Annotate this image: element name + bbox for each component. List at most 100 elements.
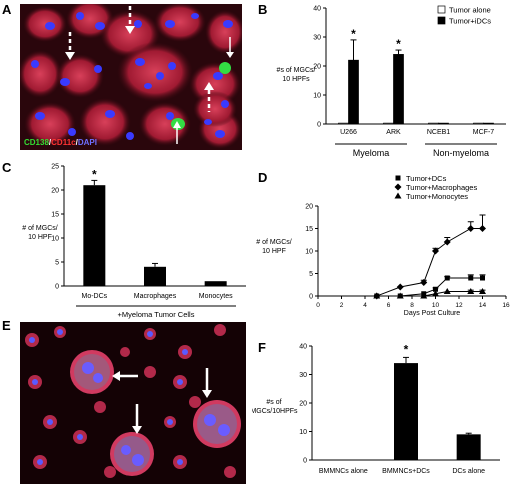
chart-d-x-tick-label: 14 (479, 302, 487, 309)
chart-d-series-line (376, 277, 483, 297)
chart-f-bar (394, 363, 418, 460)
stain-dapi: DAPI (77, 138, 97, 147)
chart-c-y-tick-label: 15 (51, 212, 59, 219)
chart-b-y-tick-label: 0 (317, 122, 321, 129)
chart-c-y-tick-label: 5 (55, 260, 59, 267)
chart-d-x-tick-label: 2 (340, 302, 344, 309)
chart-f-x-tick-label: DCs alone (452, 468, 485, 475)
ylabel-line: 10 HPF (262, 248, 286, 255)
chart-f-x-tick-label: BMMNCs+DCs (382, 468, 430, 475)
panel-letter-d: D (258, 170, 268, 185)
chart-d-x-tick-label: 8 (410, 302, 414, 309)
chart-b-legend-swatch (437, 16, 446, 25)
ylabel-line: #s of (266, 399, 281, 406)
chart-d-legend-marker (395, 175, 401, 181)
chart-f-y-tick-label: 40 (299, 344, 307, 351)
chart-b-legend-label: Tumor+iDCs (449, 17, 491, 26)
micrograph-a-image (20, 4, 242, 150)
chart-d-point (373, 292, 381, 299)
chart-c-x-tick-label: Monocytes (199, 293, 233, 300)
chart-b-ylabel-line1: #s of MGCs/10 HPFs (277, 67, 316, 83)
stain-sep-1: / (48, 138, 52, 147)
ylabel-line: MGCs/10HPFs (252, 408, 298, 415)
chart-d-legend-label: Tumor+Monocytes (406, 192, 468, 201)
chart-c-bar (204, 281, 227, 286)
chart-c-x-tick-label: Mo-DCs (81, 293, 107, 300)
chart-d-point (432, 290, 439, 297)
stain-legend: CD138/CD11c/DAPI (24, 138, 97, 147)
chart-c: # of MGCs/10 HPF 0 5 10 15 20 25 * Mo-DCs Macro… (22, 164, 246, 319)
chart-b-significance: * (396, 37, 401, 51)
chart-d-x-tick-label: 4 (363, 302, 367, 309)
chart-b-bar (428, 122, 439, 125)
chart-f-significance: * (404, 342, 409, 356)
chart-d-x-tick-label: 0 (316, 302, 320, 309)
ylabel-line: 10 HPF (28, 234, 52, 241)
chart-d-point (396, 283, 404, 291)
chart-c-y-tick-label: 25 (51, 164, 59, 171)
chart-f-y-tick-label: 0 (303, 458, 307, 465)
chart-d-series-line (376, 291, 483, 297)
chart-f-y-tick-label: 20 (299, 401, 307, 408)
chart-f-y-tick-label: 10 (299, 429, 307, 436)
chart-d-point (420, 279, 428, 286)
chart-b-legend-label: Tumor alone (449, 6, 491, 15)
chart-c-bar (144, 266, 166, 286)
chart-b-y-tick-label: 40 (313, 6, 321, 13)
chart-b-y-tick-label: 10 (313, 93, 321, 100)
chart-d-legend-label: Tumor+Macrophages (406, 183, 477, 192)
ylabel-line: 10 HPFs (282, 76, 310, 83)
chart-b-bar (338, 122, 349, 125)
chart-b-x-tick-label: U266 (340, 129, 357, 136)
chart-c-ylabel: # of MGCs/10 HPF (22, 225, 57, 241)
micrograph-e-image (20, 322, 246, 484)
chart-d: # of MGCs/10 HPF Days Post Culture 0 5 10 1… (256, 174, 510, 317)
chart-d-x-tick-label: 12 (455, 302, 463, 309)
chart-b: #s of MGCs/10 HPFs 0 10 20 30 40 * U266 * ARK NC… (277, 5, 506, 158)
chart-c-x-tick-label: Macrophages (134, 293, 177, 300)
chart-b-significance: * (351, 27, 356, 41)
chart-b-y-tick-label: 30 (313, 35, 321, 42)
stain-cd11c: CD11c (51, 138, 76, 147)
chart-d-xlabel: Days Post Culture (404, 310, 461, 317)
chart-b-bar (383, 122, 394, 125)
chart-d-y-tick-label: 0 (309, 294, 313, 301)
panel-letter-c: C (2, 160, 12, 175)
chart-d-y-tick-label: 20 (305, 204, 313, 211)
chart-d-point (479, 288, 486, 294)
chart-f-ylabel: #s of MGCs/10HPFs (252, 399, 298, 415)
chart-c-y-tick-label: 10 (51, 236, 59, 243)
stain-cd138: CD138 (24, 138, 49, 147)
chart-d-point (467, 288, 475, 294)
chart-b-ylabel: #s of MGCs/10 HPFs (277, 67, 316, 83)
chart-c-significance: * (92, 167, 97, 181)
chart-d-x-tick-label: 10 (432, 302, 440, 309)
chart-d-point (480, 275, 485, 281)
stain-sep-2: / (75, 138, 78, 147)
chart-f-x-tick-label: BMMNCs alone (319, 468, 368, 475)
chart-f-bar (456, 434, 481, 460)
panel-letter-e: E (2, 318, 11, 333)
panel-letter-f: F (258, 340, 266, 355)
panel-letter-b: B (258, 2, 268, 17)
chart-b-group-label: Myeloma (353, 148, 390, 158)
chart-d-ylabel: # of MGCs/10 HPF (256, 239, 291, 255)
chart-d-legend-label: Tumor+DCs (406, 174, 447, 183)
ylabel-line: # of MGCs/ (256, 239, 291, 246)
ylabel-line: #s of MGCs/ (277, 67, 316, 74)
micrograph-e (20, 322, 246, 484)
chart-c-group-label: +Myeloma Tumor Cells (118, 310, 195, 319)
chart-d-y-tick-label: 5 (309, 271, 313, 278)
chart-d-point (443, 238, 451, 246)
chart-c-y-tick-label: 0 (55, 284, 59, 291)
chart-d-legend-marker (394, 192, 402, 199)
chart-d-series-line (376, 228, 483, 297)
chart-b-x-tick-label: NCEB1 (427, 129, 450, 136)
chart-b-legend-swatch (437, 5, 446, 14)
chart-b-bar (438, 122, 449, 125)
chart-d-point (444, 275, 450, 281)
chart-b-bar (348, 59, 359, 125)
chart-d-point (433, 286, 438, 292)
chart-b-group-label: Non-myeloma (433, 148, 489, 158)
chart-c-bar (83, 185, 106, 286)
